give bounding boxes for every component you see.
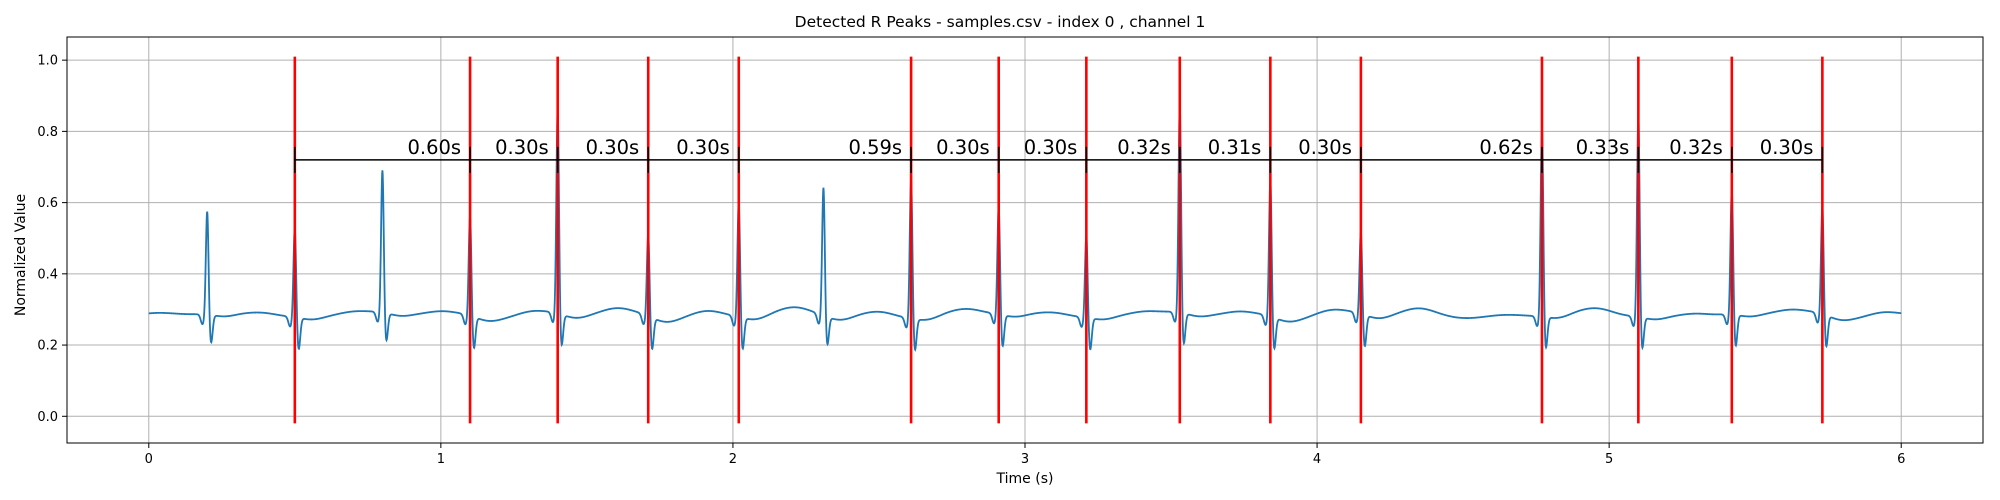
ecg-signal-line	[148, 106, 1902, 353]
interval-label-3: 0.30s	[676, 136, 730, 159]
interval-label-1: 0.30s	[495, 136, 549, 159]
interval-label-2: 0.30s	[586, 136, 640, 159]
y-tick-label-3: 0.6	[37, 196, 58, 211]
x-tick-label-0: 0	[145, 452, 153, 467]
interval-label-11: 0.33s	[1576, 136, 1630, 159]
x-tick-label-3: 3	[1021, 452, 1029, 467]
interval-label-10: 0.62s	[1479, 136, 1533, 159]
interval-label-6: 0.30s	[1024, 136, 1078, 159]
x-tick-label-4: 4	[1313, 452, 1321, 467]
y-tick-label-4: 0.8	[37, 125, 58, 140]
rr-intervals: 0.60s 0.30s 0.30s 0.30s 0.59s 0.30s 0.30s 0.32s…	[294, 136, 1824, 173]
x-tick-label-5: 5	[1605, 452, 1613, 467]
interval-label-12: 0.32s	[1669, 136, 1723, 159]
interval-label-13: 0.30s	[1760, 136, 1814, 159]
x-tick-label-6: 6	[1897, 452, 1905, 467]
peak-markers	[293, 56, 1824, 424]
y-axis-label: Normalized Value	[13, 194, 29, 316]
y-tick-label-0: 0.0	[37, 410, 58, 425]
interval-label-5: 0.30s	[936, 136, 990, 159]
y-tick-label-2: 0.4	[37, 267, 58, 282]
x-axis-label: Time (s)	[996, 471, 1054, 487]
interval-label-4: 0.59s	[849, 136, 903, 159]
signal-layer	[148, 106, 1902, 353]
x-tick-label-1: 1	[437, 452, 445, 467]
y-tick-label-5: 1.0	[37, 54, 58, 69]
axis-ticks: 0 1 2 3 4 5 6 0.0 0.2 0.4 0.6 0.8 1.0	[37, 54, 1905, 467]
grid-lines	[67, 37, 1983, 443]
interval-label-8: 0.31s	[1208, 136, 1262, 159]
interval-label-0: 0.60s	[407, 136, 461, 159]
chart-title: Detected R Peaks - samples.csv - index 0…	[795, 13, 1206, 31]
y-tick-label-1: 0.2	[37, 339, 58, 354]
interval-label-9: 0.30s	[1298, 136, 1352, 159]
interval-label-7: 0.32s	[1117, 136, 1171, 159]
x-tick-label-2: 2	[729, 452, 737, 467]
